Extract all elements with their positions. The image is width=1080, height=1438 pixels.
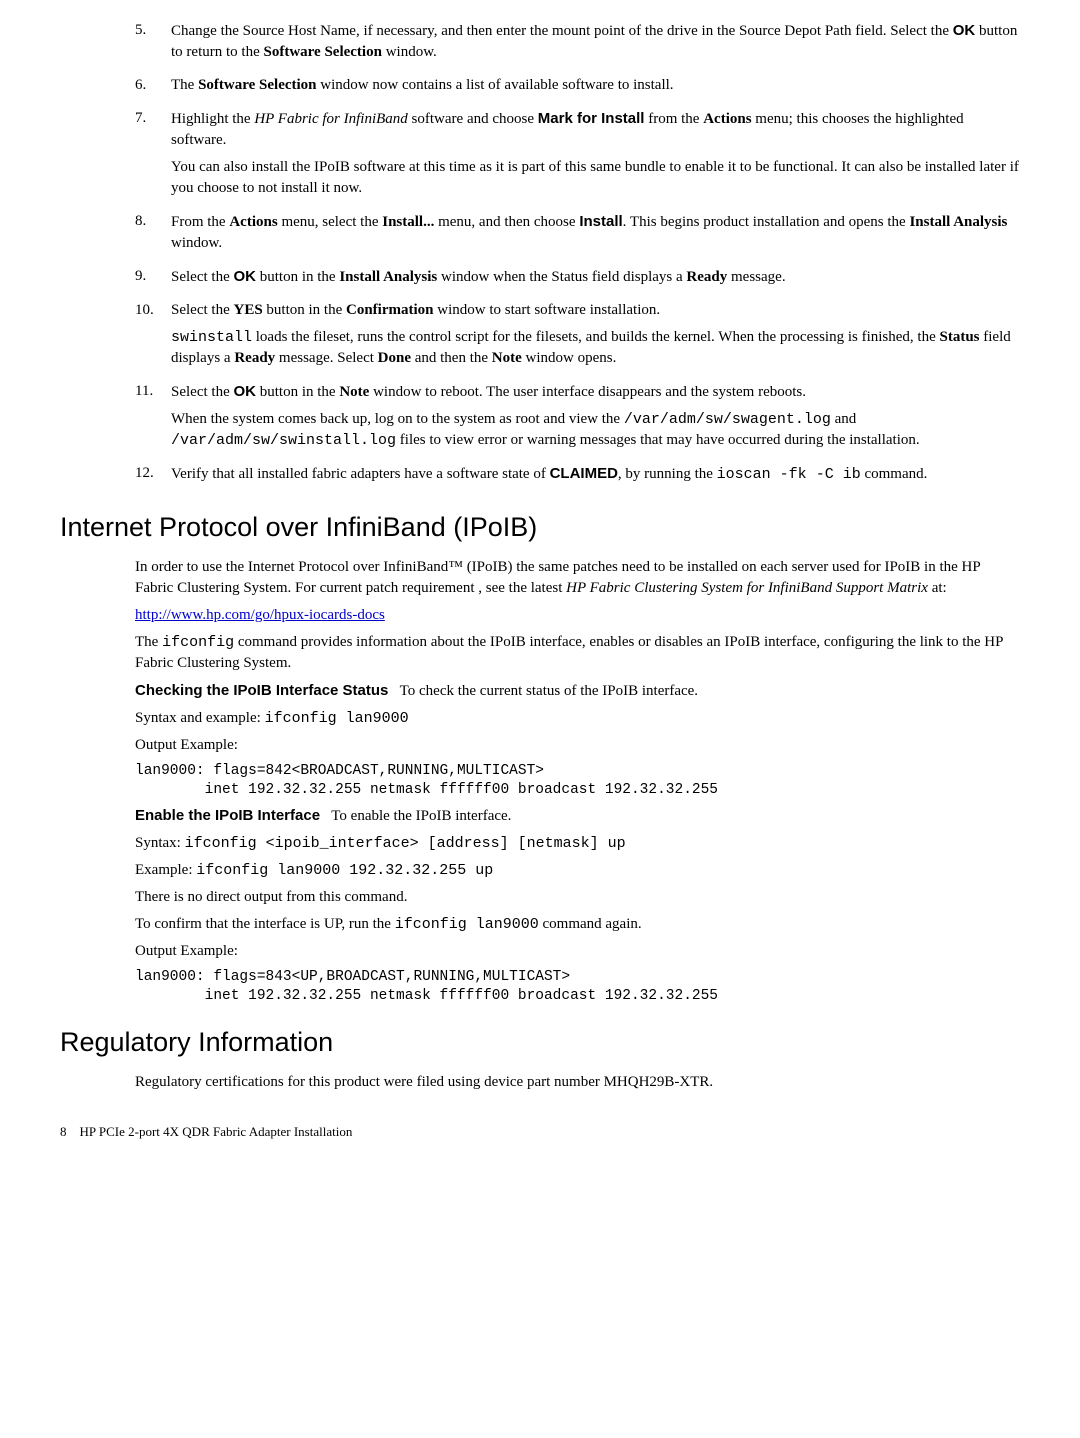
step-number: 7. xyxy=(135,108,171,205)
step-body: Select the YES button in the Confirmatio… xyxy=(171,300,1020,375)
step-item: 8.From the Actions menu, select the Inst… xyxy=(135,211,1020,260)
step-body: From the Actions menu, select the Instal… xyxy=(171,211,1020,260)
step-text: From the Actions menu, select the Instal… xyxy=(171,211,1020,254)
step-body: Change the Source Host Name, if necessar… xyxy=(171,20,1020,69)
no-output-text: There is no direct output from this comm… xyxy=(135,887,1020,908)
check-status-text: To check the current status of the IPoIB… xyxy=(400,683,698,699)
step-extra-text: When the system comes back up, log on to… xyxy=(171,409,1020,451)
enable-interface-line: Enable the IPoIB Interface To enable the… xyxy=(135,805,1020,827)
footer-title: HP PCIe 2-port 4X QDR Fabric Adapter Ins… xyxy=(80,1124,353,1139)
step-number: 6. xyxy=(135,75,171,102)
example-cmd: ifconfig lan9000 192.32.32.255 up xyxy=(196,862,493,879)
ipoib-intro-text: In order to use the Internet Protocol ov… xyxy=(135,557,1020,599)
step-text: Change the Source Host Name, if necessar… xyxy=(171,20,1020,63)
step-body: Select the OK button in the Install Anal… xyxy=(171,266,1020,294)
step-text: Verify that all installed fabric adapter… xyxy=(171,463,1020,485)
syntax-example-line: Syntax and example: ifconfig lan9000 xyxy=(135,708,1020,729)
syntax-line: Syntax: ifconfig <ipoib_interface> [addr… xyxy=(135,833,1020,854)
confirm-text: To confirm that the interface is UP, run… xyxy=(135,914,1020,935)
example-label: Example: xyxy=(135,862,196,878)
output-example-label-1: Output Example: xyxy=(135,735,1020,756)
hpux-iocards-link[interactable]: http://www.hp.com/go/hpux-iocards-docs xyxy=(135,607,385,623)
step-text: Select the OK button in the Note window … xyxy=(171,381,1020,403)
step-number: 9. xyxy=(135,266,171,294)
step-body: Verify that all installed fabric adapter… xyxy=(171,463,1020,491)
output-block-2: lan9000: flags=843<UP,BROADCAST,RUNNING,… xyxy=(135,968,1020,1006)
heading-ipoib: Internet Protocol over InfiniBand (IPoIB… xyxy=(60,509,1020,547)
step-body: Select the OK button in the Note window … xyxy=(171,381,1020,457)
page-footer: 8 HP PCIe 2-port 4X QDR Fabric Adapter I… xyxy=(60,1123,1020,1141)
step-text: Select the OK button in the Install Anal… xyxy=(171,266,1020,288)
step-item: 10.Select the YES button in the Confirma… xyxy=(135,300,1020,375)
ifconfig-description: The ifconfig command provides informatio… xyxy=(135,632,1020,674)
step-text: Select the YES button in the Confirmatio… xyxy=(171,300,1020,321)
syntax-example-cmd: ifconfig lan9000 xyxy=(265,710,409,727)
page-number: 8 xyxy=(60,1124,67,1139)
step-text: The Software Selection window now contai… xyxy=(171,75,1020,96)
step-number: 10. xyxy=(135,300,171,375)
check-status-line: Checking the IPoIB Interface Status To c… xyxy=(135,680,1020,702)
output-example-label-2: Output Example: xyxy=(135,941,1020,962)
step-item: 5.Change the Source Host Name, if necess… xyxy=(135,20,1020,69)
step-text: Highlight the HP Fabric for InfiniBand s… xyxy=(171,108,1020,151)
step-extra-text: You can also install the IPoIB software … xyxy=(171,157,1020,199)
step-item: 6.The Software Selection window now cont… xyxy=(135,75,1020,102)
heading-regulatory: Regulatory Information xyxy=(60,1024,1020,1062)
step-number: 11. xyxy=(135,381,171,457)
check-status-heading: Checking the IPoIB Interface Status xyxy=(135,682,388,699)
page-content: 5.Change the Source Host Name, if necess… xyxy=(135,20,1020,1141)
example-line: Example: ifconfig lan9000 192.32.32.255 … xyxy=(135,860,1020,881)
output-block-1: lan9000: flags=842<BROADCAST,RUNNING,MUL… xyxy=(135,762,1020,800)
step-extra-text: swinstall loads the fileset, runs the co… xyxy=(171,327,1020,369)
syntax-cmd: ifconfig <ipoib_interface> [address] [ne… xyxy=(185,835,626,852)
syntax-label: Syntax: xyxy=(135,835,185,851)
step-body: Highlight the HP Fabric for InfiniBand s… xyxy=(171,108,1020,205)
step-item: 9.Select the OK button in the Install An… xyxy=(135,266,1020,294)
enable-heading: Enable the IPoIB Interface xyxy=(135,807,320,824)
step-item: 7.Highlight the HP Fabric for InfiniBand… xyxy=(135,108,1020,205)
step-number: 12. xyxy=(135,463,171,491)
step-number: 5. xyxy=(135,20,171,69)
step-number: 8. xyxy=(135,211,171,260)
ipoib-link-para: http://www.hp.com/go/hpux-iocards-docs xyxy=(135,605,1020,626)
step-item: 11.Select the OK button in the Note wind… xyxy=(135,381,1020,457)
install-steps-list: 5.Change the Source Host Name, if necess… xyxy=(135,20,1020,491)
syntax-example-label: Syntax and example: xyxy=(135,710,265,726)
enable-text: To enable the IPoIB interface. xyxy=(331,808,511,824)
step-body: The Software Selection window now contai… xyxy=(171,75,1020,102)
regulatory-text: Regulatory certifications for this produ… xyxy=(135,1072,1020,1093)
step-item: 12.Verify that all installed fabric adap… xyxy=(135,463,1020,491)
